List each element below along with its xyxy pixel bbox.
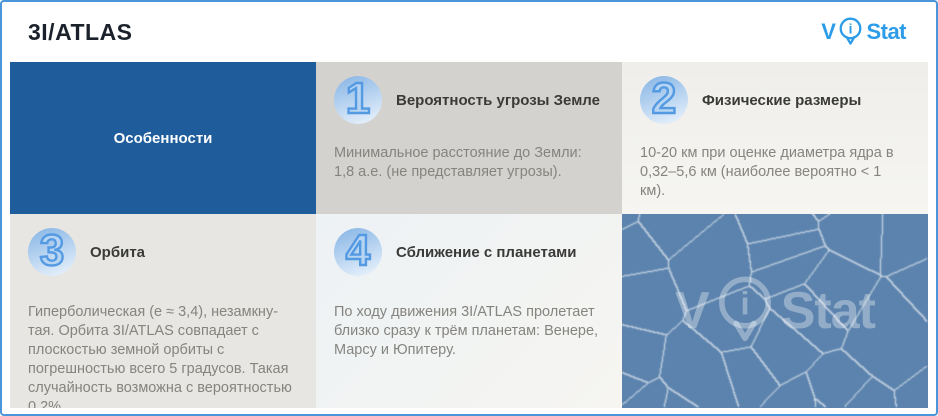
voronoi-pattern [622, 214, 928, 408]
card-title: Сближение с планетами [396, 243, 577, 261]
logo-prefix: V [821, 19, 836, 44]
card-body: Гиперболическая (е ≈ 3,4), незамкну­тая.… [28, 304, 292, 408]
number-badge-4: 4 [334, 226, 382, 276]
badge-number: 2 [651, 74, 678, 123]
number-badge-1: 1 [334, 74, 382, 124]
card-title: Физические размеры [702, 91, 862, 109]
card-head: 2 Физические размеры [640, 74, 908, 124]
brand-logo: V i Stat [821, 16, 906, 48]
header: 3I/ATLAS V i Stat [2, 2, 936, 62]
location-pin-icon: i [840, 17, 862, 45]
card-planet-approach: 4 Сближение с планетами По ходу движения… [316, 214, 622, 408]
card-threat-probability: 1 Вероятность угрозы Земле Минимальное р… [316, 62, 622, 214]
number-badge-3: 3 [28, 226, 76, 276]
card-body: Минимальное расстояние до Земли: 1,8 а.е… [334, 145, 582, 180]
card-title: Орбита [90, 243, 146, 261]
card-head: 4 Сближение с планетами [334, 226, 602, 276]
card-head: 1 Вероятность угрозы Земле [334, 74, 602, 124]
card-body: По ходу движения 3I/ATLAS пролетает близ… [334, 304, 599, 358]
svg-text:i: i [849, 21, 853, 36]
card-title: Вероятность угрозы Земле [396, 91, 600, 109]
badge-number: 4 [345, 226, 372, 275]
badge-number: 3 [39, 226, 66, 275]
card-body: 10-20 км при оценке диаметра ядра в 0,32… [640, 145, 894, 199]
logo-suffix: Stat [866, 19, 906, 44]
number-badge-2: 2 [640, 74, 688, 124]
features-label: Особенности [113, 129, 213, 147]
card-head: 3 Орбита [28, 226, 296, 276]
card-watermark-tile: V i Stat [622, 214, 928, 408]
badge-number: 1 [345, 74, 372, 123]
cards-grid: Особенности 1 Вероятность угрозы Земле М… [10, 62, 928, 408]
page-title: 3I/ATLAS [28, 18, 133, 45]
card-physical-size: 2 Физические размеры 10-20 км при оценке… [622, 62, 928, 214]
card-features: Особенности [10, 62, 316, 214]
card-orbit: 3 Орбита Гиперболическая (е ≈ 3,4), неза… [10, 214, 316, 408]
